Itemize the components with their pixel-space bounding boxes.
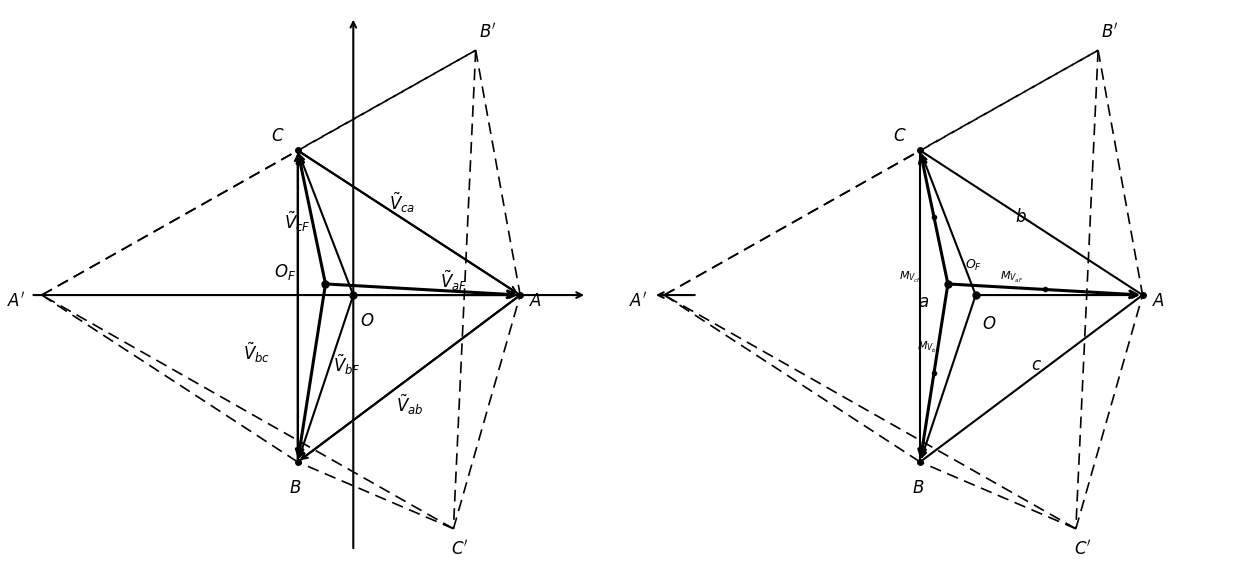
Text: $\tilde{V}_{cF}$: $\tilde{V}_{cF}$ <box>284 210 311 234</box>
Text: $C$: $C$ <box>893 127 906 145</box>
Text: $c$: $c$ <box>1032 356 1043 374</box>
Text: $M_{V_{aF}}$: $M_{V_{aF}}$ <box>1001 270 1023 285</box>
Text: $a$: $a$ <box>918 293 929 311</box>
Text: $\tilde{V}_{bF}$: $\tilde{V}_{bF}$ <box>334 353 361 378</box>
Text: $C$: $C$ <box>270 127 284 145</box>
Text: $C'$: $C'$ <box>1074 540 1091 559</box>
Text: $A$: $A$ <box>1152 292 1164 310</box>
Text: $O_F$: $O_F$ <box>965 258 982 273</box>
Text: $B'$: $B'$ <box>1101 23 1120 41</box>
Text: $B'$: $B'$ <box>479 23 497 41</box>
Text: $\tilde{V}_{ab}$: $\tilde{V}_{ab}$ <box>396 393 423 417</box>
Text: $b$: $b$ <box>1014 208 1027 226</box>
Text: $M_{V_{cF}}$: $M_{V_{cF}}$ <box>899 270 923 285</box>
Text: $C'$: $C'$ <box>451 540 469 559</box>
Text: $B$: $B$ <box>911 479 924 497</box>
Text: $A$: $A$ <box>529 292 542 310</box>
Text: $B$: $B$ <box>289 479 301 497</box>
Text: $\tilde{V}_{ca}$: $\tilde{V}_{ca}$ <box>389 190 415 215</box>
Text: $A'$: $A'$ <box>629 291 647 310</box>
Text: $O$: $O$ <box>360 312 374 330</box>
Text: $\tilde{V}_{aF}$: $\tilde{V}_{aF}$ <box>440 269 467 293</box>
Text: $O_F$: $O_F$ <box>274 262 295 282</box>
Text: $A'$: $A'$ <box>6 291 25 310</box>
Text: $M_{V_{bF}}$: $M_{V_{bF}}$ <box>916 339 940 354</box>
Text: $\tilde{V}_{bc}$: $\tilde{V}_{bc}$ <box>243 341 270 365</box>
Text: $O$: $O$ <box>982 315 997 333</box>
